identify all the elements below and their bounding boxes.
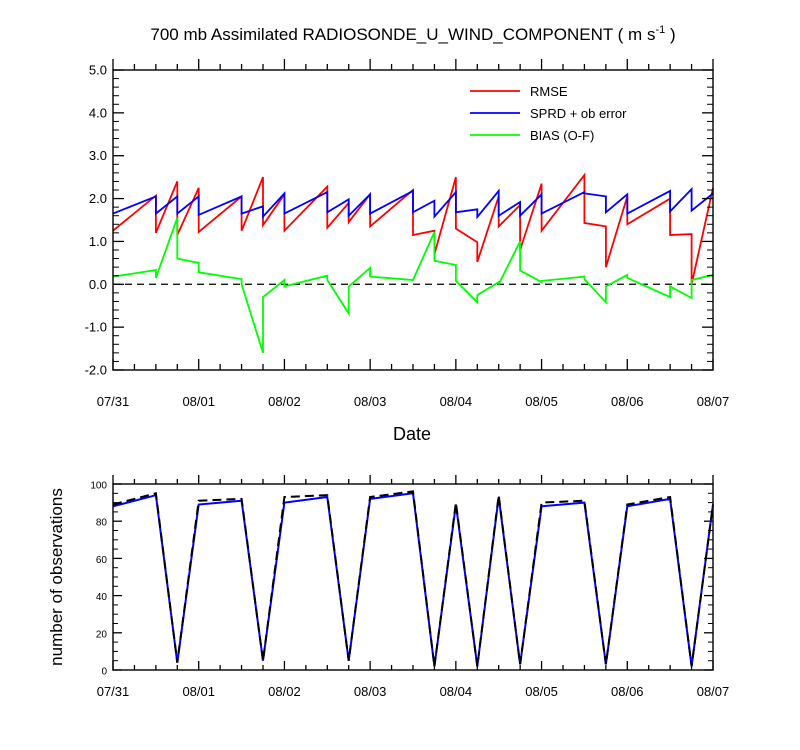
y-tick-label: 1.0	[89, 234, 107, 249]
x-tick-label: 08/05	[525, 394, 558, 409]
x-tick-label: 08/03	[354, 684, 387, 699]
series-line-bias-o-f	[112, 217, 714, 354]
chart-panel-1: 07/31 08/01 08/02 08/03 08/04 08/05 08/06 08/07…	[90, 475, 729, 699]
chart-title: 700 mb Assimilated RADIOSONDE_U_WIND_COM…	[150, 24, 675, 44]
y-tick-label: 2.0	[89, 191, 107, 206]
y-tick-label: 4.0	[89, 105, 107, 120]
x-tick-label: 08/05	[525, 684, 558, 699]
y-tick-label: 20	[96, 629, 108, 640]
x-tick-label: 08/01	[182, 394, 215, 409]
x-tick-label: 08/06	[611, 394, 644, 409]
x-tick-label: 08/02	[268, 394, 301, 409]
x-tick-label: 08/04	[440, 684, 473, 699]
x-tick-label: 08/02	[268, 684, 301, 699]
y-tick-label: -2.0	[85, 363, 107, 378]
series-group	[112, 490, 714, 667]
legend-label: RMSE	[530, 84, 568, 99]
chart-panel-0: 07/31 08/01 08/02 08/03 08/04 08/05 08/06 08/07…	[85, 59, 730, 409]
y-tick-label: 3.0	[89, 148, 107, 163]
x-axis-label: Date	[393, 424, 431, 444]
plot-frame	[112, 483, 714, 671]
x-tick-label: 08/03	[354, 394, 387, 409]
x-tick-label: 08/04	[440, 394, 473, 409]
x-tick-label: 07/31	[97, 684, 130, 699]
x-tick-label: 08/06	[611, 684, 644, 699]
y-tick-label: 60	[96, 555, 108, 566]
y-tick-label: 40	[96, 592, 108, 603]
y-tick-label: 5.0	[89, 63, 107, 78]
series-group	[112, 172, 714, 354]
series-line-0	[112, 492, 714, 667]
series-line-1	[112, 490, 714, 667]
legend: RMSE SPRD + ob error BIAS (O-F)	[470, 84, 627, 143]
y-tick-label: -1.0	[85, 320, 107, 335]
x-tick-label: 08/07	[697, 394, 730, 409]
y-axis-label: number of observations	[47, 488, 66, 666]
y-tick-label: 0.0	[89, 277, 107, 292]
y-tick-label: 100	[90, 481, 107, 492]
y-tick-label: 0	[101, 667, 107, 678]
x-tick-label: 08/07	[697, 684, 730, 699]
legend-label: SPRD + ob error	[530, 106, 627, 121]
series-line-sprd-ob-error	[112, 186, 714, 220]
legend-label: BIAS (O-F)	[530, 128, 594, 143]
x-tick-label: 08/01	[182, 684, 215, 699]
y-tick-label: 80	[96, 518, 108, 529]
x-tick-label: 07/31	[97, 394, 130, 409]
